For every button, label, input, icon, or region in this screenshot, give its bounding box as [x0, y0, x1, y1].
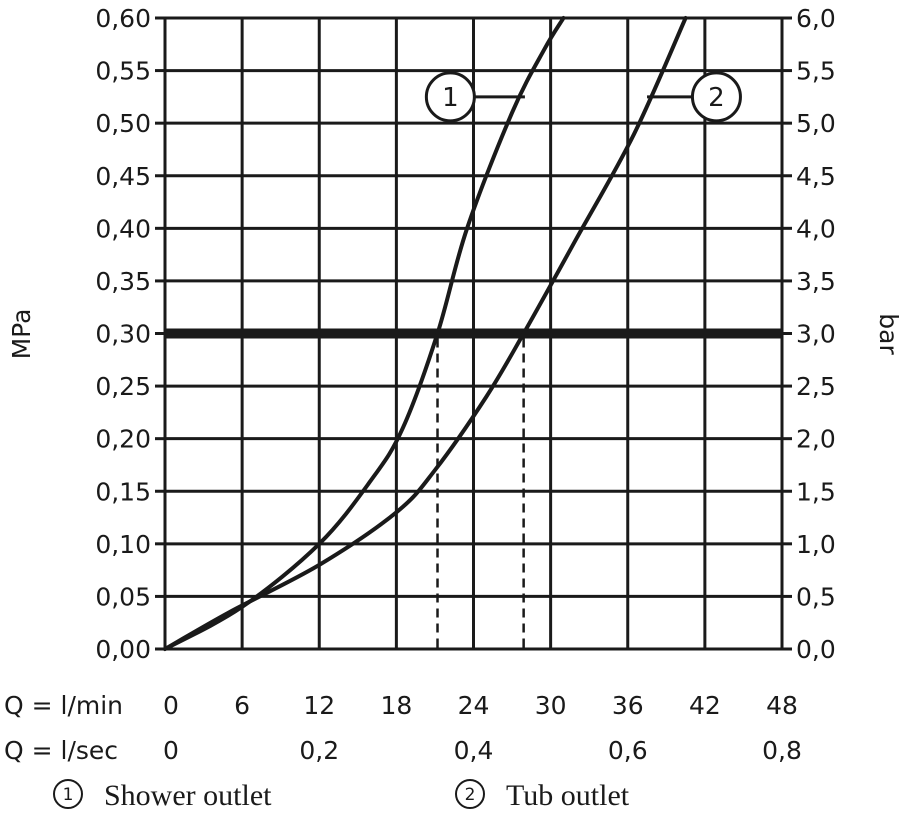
y-right-tick-label: 2,5 — [796, 372, 836, 401]
x-primary-tick-label: 0 — [163, 691, 179, 720]
y-left-tick-label: 0,40 — [95, 214, 151, 243]
series-badge-label-tub-outlet: 2 — [708, 83, 725, 113]
y-left-tick-label: 0,25 — [95, 372, 151, 401]
x-primary-tick-label: 48 — [766, 691, 798, 720]
x-primary-tick-label: 6 — [234, 691, 250, 720]
y-right-tick-label: 0,5 — [796, 582, 836, 611]
y-left-tick-label: 0,15 — [95, 477, 151, 506]
y-left-tick-label: 0,30 — [95, 320, 151, 349]
x-secondary-tick-label: 0,6 — [608, 736, 648, 765]
y-right-tick-label: 1,5 — [796, 477, 836, 506]
axis-layer: 0,000,050,100,150,200,250,300,350,400,45… — [4, 4, 903, 765]
grid — [163, 16, 784, 651]
series-badge-circle-tub-outlet — [690, 71, 742, 123]
y-right-tick-label: 0,0 — [796, 635, 836, 664]
y-right-tick-label: 4,5 — [796, 162, 836, 191]
x-primary-tick-label: 18 — [380, 691, 412, 720]
series-badge-label-shower-outlet: 1 — [442, 83, 459, 113]
y-right-tick-label: 2,0 — [796, 425, 836, 454]
x-secondary-tick-label: 0,8 — [762, 736, 802, 765]
y-right-tick-label: 4,0 — [796, 214, 836, 243]
y-right-tick-label: 5,5 — [796, 57, 836, 86]
legend-marker-circle-tub-outlet — [455, 779, 485, 809]
series-line-shower-outlet — [163, 16, 566, 651]
y-right-tick-label: 1,0 — [796, 530, 836, 559]
y-right-tick-label: 5,0 — [796, 109, 836, 138]
legend-marker-label-shower-outlet: 1 — [63, 785, 74, 805]
x-secondary-tick-label: 0,2 — [299, 736, 339, 765]
x-primary-tick-label: 24 — [458, 691, 490, 720]
series-line-tub-outlet — [163, 16, 688, 651]
y-right-tick-label: 3,5 — [796, 267, 836, 296]
y-left-tick-label: 0,10 — [95, 530, 151, 559]
legend: 1 Shower outlet 2 Tub outlet — [53, 779, 630, 812]
series-badge-circle-shower-outlet — [424, 71, 476, 123]
y-left-tick-label: 0,35 — [95, 267, 151, 296]
x-primary-axis-title: Q = l/min — [4, 691, 123, 720]
legend-marker-circle-shower-outlet — [53, 779, 83, 809]
y-right-axis-title: bar — [874, 313, 903, 355]
legend-marker-label-tub-outlet: 2 — [465, 785, 476, 805]
y-left-tick-label: 0,20 — [95, 425, 151, 454]
x-secondary-tick-label: 0 — [163, 736, 179, 765]
y-left-tick-label: 0,45 — [95, 162, 151, 191]
y-right-tick-label: 6,0 — [796, 4, 836, 33]
y-left-tick-label: 0,55 — [95, 57, 151, 86]
x-secondary-axis-title: Q = l/sec — [4, 736, 118, 765]
x-primary-tick-label: 36 — [612, 691, 644, 720]
legend-entry-tub-outlet: Tub outlet — [506, 779, 630, 812]
y-left-axis-title: MPa — [7, 309, 36, 360]
x-primary-tick-label: 30 — [535, 691, 567, 720]
x-primary-tick-label: 12 — [303, 691, 335, 720]
x-secondary-tick-label: 0,4 — [454, 736, 494, 765]
y-left-tick-label: 0,00 — [95, 635, 151, 664]
legend-entry-shower-outlet: Shower outlet — [104, 779, 272, 812]
y-left-tick-label: 0,50 — [95, 109, 151, 138]
y-left-tick-label: 0,60 — [95, 4, 151, 33]
x-primary-tick-label: 42 — [689, 691, 721, 720]
y-right-tick-label: 3,0 — [796, 320, 836, 349]
y-left-tick-label: 0,05 — [95, 582, 151, 611]
